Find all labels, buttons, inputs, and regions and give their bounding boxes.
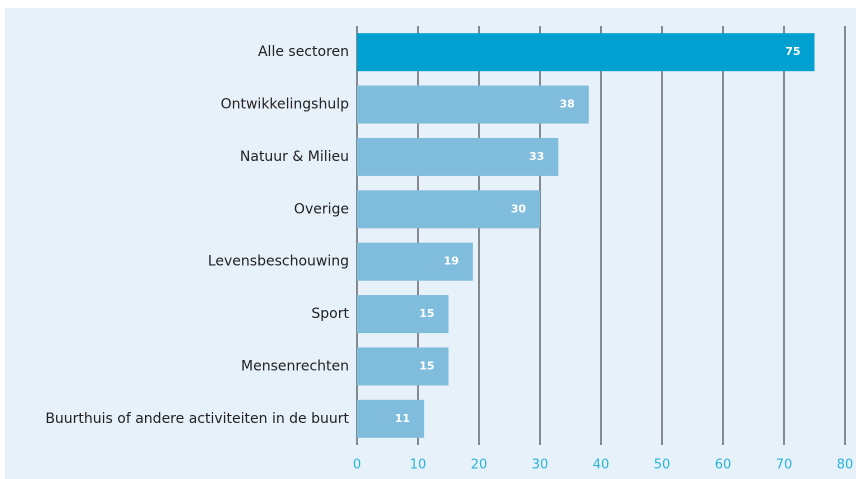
category-label: Ontwikkelingshulp: [221, 97, 350, 113]
category-label: Sport: [311, 306, 349, 322]
category-label: Overige: [294, 201, 349, 217]
bar: [357, 347, 449, 386]
value-label: 15: [419, 307, 434, 320]
x-tick-label: 50: [654, 458, 671, 473]
value-label: 19: [444, 255, 459, 268]
bar: [357, 137, 559, 176]
category-label: Natuur & Milieu: [240, 149, 349, 165]
value-label: 11: [395, 412, 410, 425]
x-tick-label: 70: [776, 458, 793, 473]
x-tick-label: 20: [471, 458, 488, 473]
bar: [357, 242, 473, 281]
value-label: 33: [529, 150, 544, 163]
value-label: 38: [559, 98, 574, 111]
value-label: 30: [511, 202, 527, 215]
bar: [357, 33, 815, 72]
x-tick-label: 80: [837, 458, 854, 473]
bar: [357, 85, 589, 124]
value-label: 75: [785, 45, 800, 58]
category-label: Mensenrechten: [241, 358, 349, 374]
bar: [357, 295, 449, 334]
x-tick-label: 60: [715, 458, 732, 473]
bar: [357, 399, 425, 438]
x-tick-label: 10: [410, 458, 427, 473]
bar: [357, 190, 540, 229]
category-label: Levensbeschouwing: [208, 254, 349, 270]
value-label: 15: [419, 359, 434, 372]
x-tick-label: 40: [593, 458, 610, 473]
category-label: Buurthuis of andere activiteiten in de b…: [45, 411, 349, 427]
category-label: Alle sectoren: [258, 44, 349, 60]
x-tick-label: 0: [353, 458, 361, 473]
x-tick-label: 30: [532, 458, 549, 473]
